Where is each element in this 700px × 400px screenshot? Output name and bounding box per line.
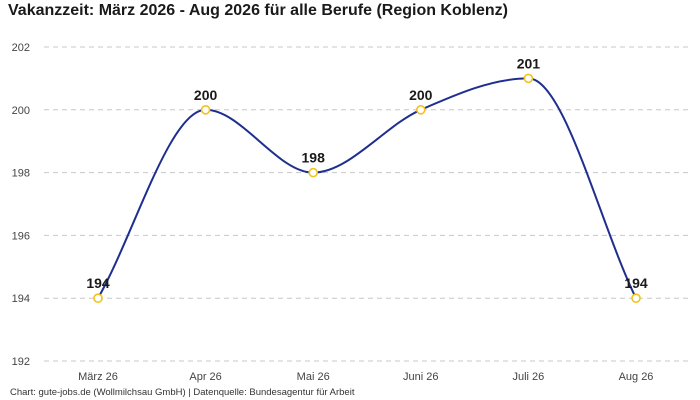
data-label: 200 [194, 87, 218, 103]
data-label: 194 [86, 275, 110, 291]
x-tick-label: März 26 [78, 371, 118, 383]
y-tick-label: 196 [12, 230, 30, 242]
data-point [415, 105, 426, 115]
grid-lines [44, 46, 692, 362]
data-point [631, 293, 641, 304]
x-axis-ticks: März 26 Apr 26 Mai 26 Juni 26 Juli 26 Aug 26 [78, 371, 653, 383]
x-tick-label: Juni 26 [403, 371, 438, 383]
data-label: 198 [302, 150, 326, 166]
x-tick-label: Mai 26 [297, 371, 330, 383]
data-labels: 194 200 198 200 201 194 [86, 55, 648, 291]
chart-footer: Chart: gute-jobs.de (Wollmilchsau GmbH) … [10, 387, 355, 398]
data-label: 194 [624, 275, 648, 291]
data-label: 201 [517, 55, 541, 71]
data-label: 200 [409, 87, 433, 103]
data-point [308, 167, 319, 178]
x-tick-label: Apr 26 [189, 371, 221, 383]
series-line [97, 77, 637, 299]
x-tick-label: Juli 26 [513, 371, 545, 383]
y-tick-label: 194 [12, 293, 30, 305]
y-tick-label: 192 [12, 356, 30, 368]
y-axis-ticks: 192 194 196 198 200 202 [12, 42, 30, 368]
y-tick-label: 198 [12, 168, 30, 180]
y-tick-label: 202 [12, 42, 30, 54]
data-point [523, 73, 534, 84]
data-points [93, 73, 641, 304]
chart-title: Vakanzzeit: März 2026 - Aug 2026 für all… [8, 2, 508, 19]
data-point [200, 105, 211, 115]
data-point [93, 293, 103, 304]
y-tick-label: 200 [12, 105, 30, 117]
x-tick-label: Aug 26 [619, 371, 654, 383]
